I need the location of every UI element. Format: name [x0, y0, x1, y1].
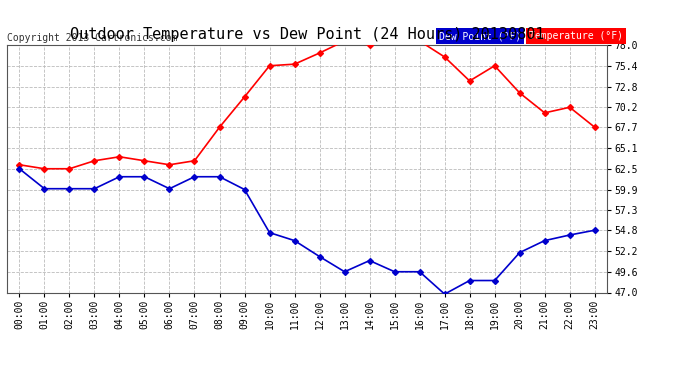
Title: Outdoor Temperature vs Dew Point (24 Hours) 20130801: Outdoor Temperature vs Dew Point (24 Hou…: [70, 27, 544, 42]
Text: Temperature (°F): Temperature (°F): [529, 32, 623, 41]
Text: Dew Point (°F): Dew Point (°F): [439, 32, 522, 41]
Text: Copyright 2013 Cartronics.com: Copyright 2013 Cartronics.com: [7, 33, 177, 42]
